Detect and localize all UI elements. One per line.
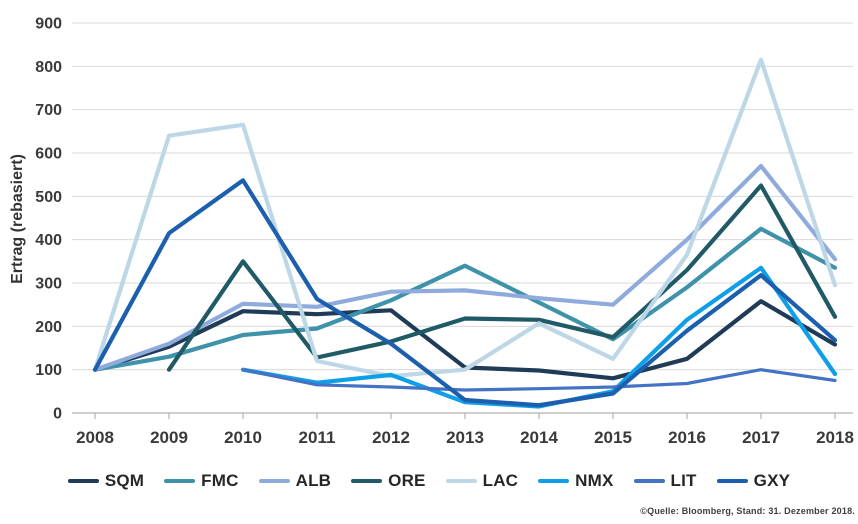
chart-legend: SQM FMC ALB ORE LAC NMX LIT GXY <box>0 471 858 491</box>
legend-swatch-nmx <box>538 478 570 484</box>
legend-label-alb: ALB <box>295 471 332 490</box>
y-tick-label: 0 <box>53 406 62 423</box>
series-line-gxy <box>92 178 838 408</box>
legend-item-alb: ALB <box>258 471 332 491</box>
x-tick-label: 2017 <box>742 428 780 447</box>
x-tick-label: 2009 <box>150 428 188 447</box>
x-tick-label: 2011 <box>299 428 336 447</box>
x-tick-label: 2012 <box>372 428 410 447</box>
x-tick-label: 2015 <box>594 428 632 447</box>
x-tick-label: 2016 <box>668 428 706 447</box>
legend-label-lit: LIT <box>670 471 697 490</box>
legend-swatch-ore <box>351 478 383 484</box>
legend-label-fmc: FMC <box>201 471 239 490</box>
legend-item-lac: LAC <box>445 471 519 491</box>
legend-swatch-gxy <box>716 478 748 484</box>
x-tick-label: 2010 <box>224 428 262 447</box>
x-tick-label: 2014 <box>520 428 558 447</box>
legend-swatch-lit <box>633 478 665 484</box>
y-tick-label: 900 <box>35 16 62 33</box>
y-tick-label: 100 <box>35 362 62 379</box>
y-tick-label: 800 <box>35 59 62 76</box>
series-line-fmc <box>92 226 838 372</box>
y-tick-label: 400 <box>35 232 62 249</box>
y-tick-label: 500 <box>35 189 62 206</box>
legend-label-sqm: SQM <box>104 471 145 490</box>
legend-item-fmc: FMC <box>164 471 238 491</box>
series-line-alb <box>92 163 838 372</box>
legend-swatch-lac <box>445 478 477 484</box>
legend-swatch-alb <box>258 478 290 484</box>
y-tick-label: 300 <box>35 276 62 293</box>
series-line-lac <box>92 57 838 379</box>
legend-item-lit: LIT <box>633 471 697 491</box>
x-tick-label: 2008 <box>76 428 114 447</box>
legend-label-lac: LAC <box>482 471 519 490</box>
legend-item-nmx: NMX <box>538 471 613 491</box>
y-tick-label: 200 <box>35 319 62 336</box>
source-note: ©Quelle: Bloomberg, Stand: 31. Dezember … <box>640 506 855 516</box>
x-tick-label: 2018 <box>816 428 854 447</box>
line-chart-canvas: 0 100 200 300 400 500 600 700 800 900 2008 2009 2010… <box>35 16 854 448</box>
series-line-lit <box>241 368 837 392</box>
legend-swatch-sqm <box>67 478 99 484</box>
legend-label-ore: ORE <box>388 471 426 490</box>
y-tick-label: 700 <box>35 102 62 119</box>
series-line-ore <box>166 183 838 372</box>
legend-item-ore: ORE <box>351 471 425 491</box>
legend-label-gxy: GXY <box>753 471 791 490</box>
legend-swatch-fmc <box>164 478 196 484</box>
legend-item-sqm: SQM <box>67 471 145 491</box>
y-tick-label: 600 <box>35 146 62 163</box>
legend-item-gxy: GXY <box>716 471 791 491</box>
x-tick-label: 2013 <box>446 428 484 447</box>
legend-label-nmx: NMX <box>575 471 614 490</box>
